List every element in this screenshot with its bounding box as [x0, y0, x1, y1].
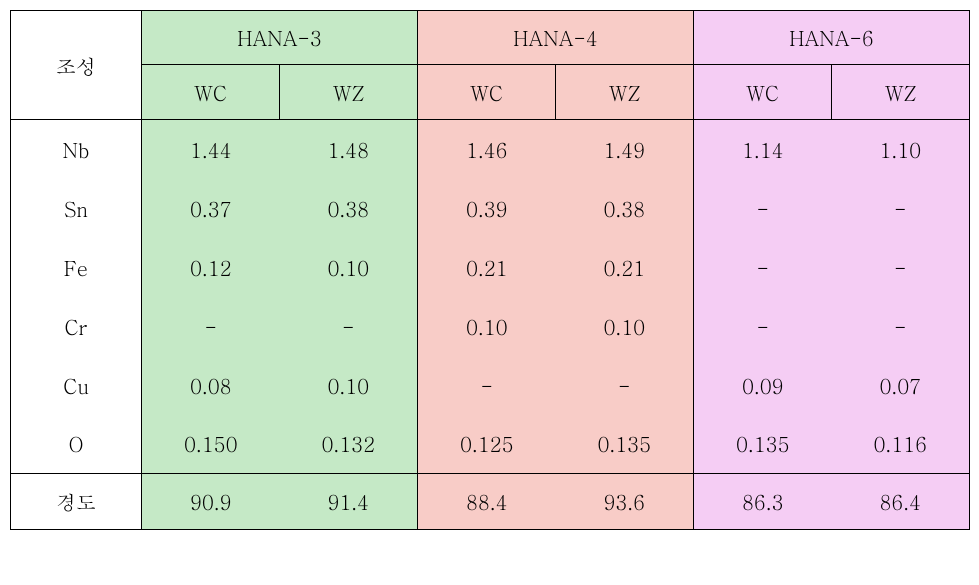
cell: 0.10: [280, 238, 418, 297]
cell: -: [694, 179, 832, 238]
group-header-hana4: HANA-4: [418, 11, 694, 65]
hardness-cell: 86.4: [832, 474, 970, 530]
cell: 1.46: [418, 120, 556, 179]
row-label: O: [11, 415, 142, 474]
row-label: Cr: [11, 297, 142, 356]
subheader-hana3-wz: WZ: [280, 65, 418, 120]
table-row: Fe 0.12 0.10 0.21 0.21 - -: [11, 238, 970, 297]
cell: -: [694, 297, 832, 356]
row-label: Cu: [11, 356, 142, 415]
cell: 0.21: [418, 238, 556, 297]
cell: 0.135: [694, 415, 832, 474]
table-row: Cr - - 0.10 0.10 - -: [11, 297, 970, 356]
hardness-cell: 88.4: [418, 474, 556, 530]
table-row: Nb 1.44 1.48 1.46 1.49 1.14 1.10: [11, 120, 970, 179]
cell: 0.21: [556, 238, 694, 297]
cell: 0.116: [832, 415, 970, 474]
cell: -: [832, 297, 970, 356]
table-header-row: 조성 HANA-3 HANA-4 HANA-6: [11, 11, 970, 65]
cell: 1.44: [142, 120, 280, 179]
cell: 0.132: [280, 415, 418, 474]
subheader-hana6-wc: WC: [694, 65, 832, 120]
subheader-hana4-wz: WZ: [556, 65, 694, 120]
hardness-cell: 91.4: [280, 474, 418, 530]
cell: -: [556, 356, 694, 415]
cell: 0.150: [142, 415, 280, 474]
table-subheader-row: WC WZ WC WZ WC WZ: [11, 65, 970, 120]
cell: 0.12: [142, 238, 280, 297]
hardness-label: 경도: [11, 474, 142, 530]
hardness-cell: 93.6: [556, 474, 694, 530]
cell: -: [418, 356, 556, 415]
cell: 0.10: [418, 297, 556, 356]
cell: 0.10: [556, 297, 694, 356]
row-label: Fe: [11, 238, 142, 297]
subheader-hana4-wc: WC: [418, 65, 556, 120]
cell: 0.135: [556, 415, 694, 474]
cell: 1.49: [556, 120, 694, 179]
cell: 1.48: [280, 120, 418, 179]
cell: -: [832, 179, 970, 238]
cell: 1.10: [832, 120, 970, 179]
cell: -: [280, 297, 418, 356]
cell: 0.10: [280, 356, 418, 415]
cell: -: [142, 297, 280, 356]
hardness-cell: 90.9: [142, 474, 280, 530]
cell: 0.08: [142, 356, 280, 415]
composition-table: 조성 HANA-3 HANA-4 HANA-6 WC WZ WC WZ WC W…: [10, 10, 970, 530]
cell: 1.14: [694, 120, 832, 179]
group-header-hana3: HANA-3: [142, 11, 418, 65]
table-row: O 0.150 0.132 0.125 0.135 0.135 0.116: [11, 415, 970, 474]
subheader-hana3-wc: WC: [142, 65, 280, 120]
cell: -: [832, 238, 970, 297]
cell: 0.39: [418, 179, 556, 238]
row-label: Sn: [11, 179, 142, 238]
cell: 0.07: [832, 356, 970, 415]
table-row: Cu 0.08 0.10 - - 0.09 0.07: [11, 356, 970, 415]
cell: 0.09: [694, 356, 832, 415]
cell: 0.37: [142, 179, 280, 238]
subheader-hana6-wz: WZ: [832, 65, 970, 120]
row-label: Nb: [11, 120, 142, 179]
cell: 0.125: [418, 415, 556, 474]
group-header-hana6: HANA-6: [694, 11, 970, 65]
table-row: Sn 0.37 0.38 0.39 0.38 - -: [11, 179, 970, 238]
cell: -: [694, 238, 832, 297]
hardness-cell: 86.3: [694, 474, 832, 530]
cell: 0.38: [280, 179, 418, 238]
row-label-header: 조성: [11, 11, 142, 120]
hardness-row: 경도 90.9 91.4 88.4 93.6 86.3 86.4: [11, 474, 970, 530]
cell: 0.38: [556, 179, 694, 238]
